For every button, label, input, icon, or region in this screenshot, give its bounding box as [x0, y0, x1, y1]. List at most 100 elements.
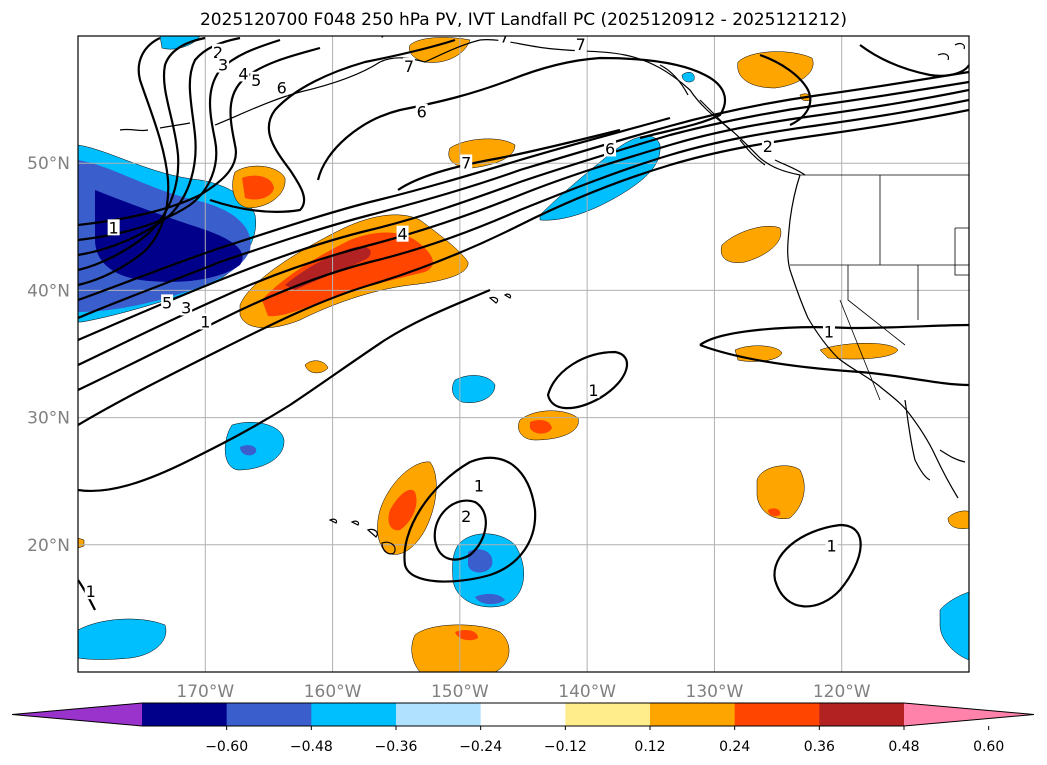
contour-label-bg [825, 537, 838, 554]
contour-label-bg [761, 137, 774, 154]
colorbar-extend-low [12, 703, 142, 726]
contour-label-bg [460, 508, 473, 525]
contour-label-bg [604, 140, 617, 157]
lat-tick-label: 20°N [27, 536, 70, 556]
colorbar-label: −0.60 [205, 739, 248, 755]
contour-label-bg [377, 36, 390, 40]
contour-label: 6 [277, 78, 287, 97]
contour-label-bg [275, 79, 288, 96]
contour-label-bg [161, 294, 174, 311]
contour-label: 1 [200, 312, 210, 331]
shade-positive-se [756, 465, 805, 520]
shading-layer [78, 36, 969, 672]
contour-label-bg [212, 43, 225, 60]
lon-tick-label: 170°W [176, 682, 234, 702]
contour-label: 1 [474, 477, 484, 496]
colorbar-label: 0.36 [804, 739, 835, 755]
contour-label-bg [460, 154, 473, 171]
colorbar-segment [396, 703, 482, 726]
contour-label: 5 [162, 293, 172, 312]
contour-label-bg [472, 477, 485, 494]
colorbar-label: 0.60 [973, 739, 1004, 755]
contour-label-bg [84, 583, 97, 600]
political-borders [790, 174, 969, 401]
colorbar-extend-high [904, 703, 1034, 726]
contour-label-bg [237, 65, 250, 82]
contour-label-bg [180, 299, 193, 316]
coastlines [119, 39, 966, 555]
contour-label: 7 [404, 57, 414, 76]
lon-tick-label: 120°W [813, 682, 871, 702]
contour-label: 1 [824, 323, 834, 342]
lat-tick-label: 40°N [27, 281, 70, 301]
contour-label: 3 [218, 56, 228, 75]
contour-label-bg [415, 103, 428, 120]
colorbar [11, 702, 1035, 727]
contour-label: 6 [605, 139, 615, 158]
contour-label-bg [250, 71, 263, 88]
contour-label: 2 [461, 507, 471, 526]
colorbar-labels: −0.60 −0.48 −0.36 −0.24 −0.12 0.12 0.24 0.36 0.4… [205, 726, 1004, 755]
shade-negative-sw [78, 618, 167, 660]
colorbar-label: −0.24 [459, 739, 502, 755]
contour-label-bg [199, 313, 212, 330]
colorbar-segment [565, 703, 651, 726]
map-frame [77, 35, 970, 673]
contour-label-bg [107, 219, 120, 236]
contour-label: 5 [251, 71, 261, 90]
colorbar-label: 0.24 [719, 739, 750, 755]
lat-tick-label: 30°N [27, 409, 70, 429]
colorbar-label: 0.48 [888, 739, 919, 755]
gridlines [78, 36, 969, 672]
contour-label-bg [587, 382, 600, 399]
contour-label: 2 [763, 137, 773, 156]
contour-label-bg [574, 36, 587, 53]
contour-label: 2 [213, 43, 223, 62]
contour-label: 7 [461, 153, 471, 172]
lon-tick-label: 150°W [431, 682, 489, 702]
lon-tick-label: 160°W [304, 682, 362, 702]
pv-contours [78, 36, 969, 611]
contour-label-bg [402, 57, 415, 74]
colorbar-segment [142, 703, 228, 726]
colorbar-segment [650, 703, 736, 726]
shade-positive-darkred [285, 246, 371, 290]
colorbar-segment [480, 703, 566, 726]
contour-label: 4 [397, 225, 407, 244]
contour-label: 6 [417, 103, 427, 122]
shade-positive-ne [737, 51, 814, 89]
colorbar-segment [226, 703, 312, 726]
lon-tick-label: 140°W [558, 682, 616, 702]
contour-label-bg [498, 36, 511, 45]
contour-label-bg [217, 56, 230, 73]
longitude-axis: 170°W 160°W 150°W 140°W 130°W 120°W [176, 682, 870, 702]
lat-tick-label: 50°N [27, 154, 70, 174]
contour-label-bg [822, 323, 835, 340]
contour-label: 7 [378, 22, 388, 41]
shade-negative-se [939, 591, 969, 661]
shade-negative-small [452, 375, 496, 403]
contour-label: 7 [499, 28, 509, 47]
contour-label: 4 [238, 64, 248, 83]
colorbar-label: −0.48 [290, 739, 333, 755]
lon-tick-label: 130°W [686, 682, 744, 702]
colorbar-label: −0.36 [375, 739, 418, 755]
shade-positive-red [262, 232, 433, 317]
colorbar-segment [819, 703, 905, 726]
contour-label: 3 [181, 298, 191, 317]
contour-label: 1 [109, 218, 119, 237]
shade-positive-ca [720, 225, 782, 263]
latitude-axis: 20°N 30°N 40°N 50°N [27, 154, 70, 556]
colorbar-segment [311, 703, 397, 726]
contour-label-bg [396, 225, 409, 242]
contour-label: 1 [86, 582, 96, 601]
colorbar-segment [734, 703, 820, 726]
colorbar-outline [11, 702, 1035, 727]
contour-label: 7 [576, 35, 586, 54]
contour-label: 1 [588, 381, 598, 400]
map-title: 2025120700 F048 250 hPa PV, IVT Landfall… [199, 10, 847, 30]
colorbar-label: 0.12 [634, 739, 665, 755]
contour-label: 1 [826, 536, 836, 555]
